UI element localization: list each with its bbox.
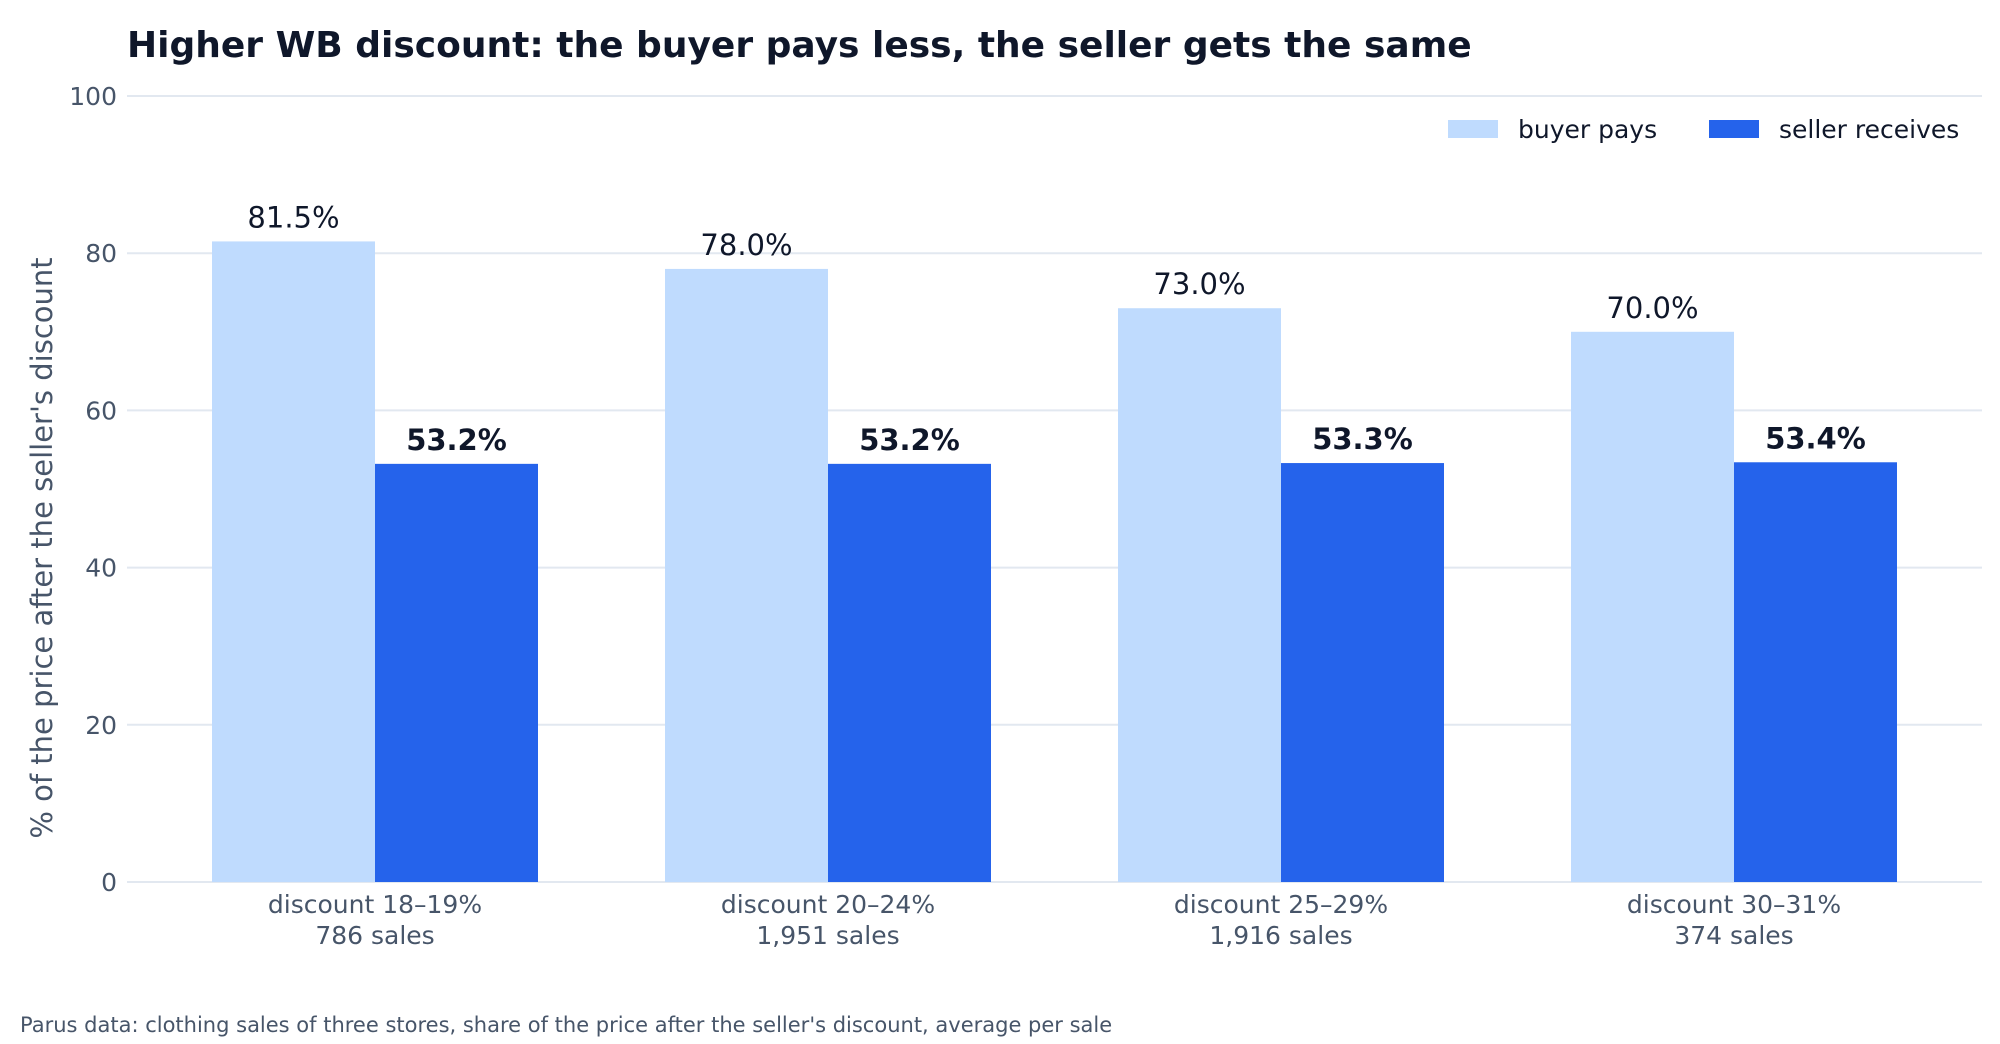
y-axis-label: % of the price after the seller's discou… xyxy=(25,257,59,838)
bar-buyer-pays xyxy=(665,268,828,882)
data-label: 78.0% xyxy=(700,228,792,262)
data-label: 81.5% xyxy=(247,200,339,234)
legend: buyer pays seller receives xyxy=(1448,115,1959,144)
x-tick-label: discount 25–29% xyxy=(1174,890,1388,919)
legend-swatch xyxy=(1709,120,1759,138)
y-tick-label: 80 xyxy=(85,239,117,268)
y-tick-label: 60 xyxy=(85,396,117,425)
bar-buyer-pays xyxy=(212,241,375,882)
bar-buyer-pays xyxy=(1571,331,1734,882)
y-tick-label: 40 xyxy=(85,554,117,583)
data-label: 53.3% xyxy=(1312,422,1413,456)
y-tick-label: 0 xyxy=(101,868,117,897)
x-tick-label: discount 20–24% xyxy=(721,890,935,919)
data-label: 53.2% xyxy=(406,423,507,457)
y-tick-label: 20 xyxy=(85,711,117,740)
bar-seller-receives xyxy=(375,463,538,882)
bars xyxy=(212,241,1897,883)
x-tick-label: discount 18–19% xyxy=(268,890,482,919)
chart-title: Higher WB discount: the buyer pays less,… xyxy=(127,25,1472,66)
data-labels: 81.5% 53.2% 78.0% 53.2% 73.0% 53.3% 70.0% 53.4% xyxy=(247,200,1865,456)
bar-seller-receives xyxy=(1734,462,1897,882)
bar-buyer-pays xyxy=(1118,308,1281,883)
x-tick-sublabel: 374 sales xyxy=(1674,921,1793,950)
x-tick-label: discount 30–31% xyxy=(1627,890,1841,919)
bar-seller-receives xyxy=(1281,463,1444,882)
x-tick-sublabel: 1,916 sales xyxy=(1209,921,1352,950)
data-label: 70.0% xyxy=(1606,291,1698,325)
x-tick-sublabel: 1,951 sales xyxy=(756,921,899,950)
legend-label: buyer pays xyxy=(1518,115,1657,144)
bar-seller-receives xyxy=(828,463,991,882)
legend-label: seller receives xyxy=(1779,115,1959,144)
y-tick-label: 100 xyxy=(69,82,117,111)
legend-swatch xyxy=(1448,120,1498,138)
x-tick-sublabel: 786 sales xyxy=(315,921,434,950)
data-label: 73.0% xyxy=(1153,267,1245,301)
data-label: 53.2% xyxy=(859,423,960,457)
source-note: Parus data: clothing sales of three stor… xyxy=(20,1013,1112,1037)
data-label: 53.4% xyxy=(1765,421,1866,455)
y-axis-ticks: 0 20 40 60 80 100 xyxy=(69,82,117,897)
